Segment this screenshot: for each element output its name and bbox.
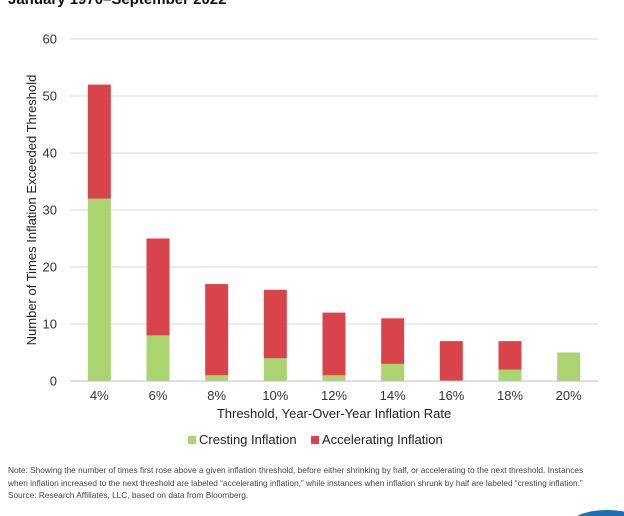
x-tick-label: 16% <box>438 388 464 403</box>
bar-segment-accelerating-inflation <box>439 341 463 381</box>
legend-swatch-cresting-inflation <box>188 436 196 444</box>
x-tick-label: 10% <box>262 388 288 403</box>
bar-segment-cresting-inflation <box>146 335 170 381</box>
y-tick-label: 30 <box>43 203 57 218</box>
legend-swatch-accelerating-inflation <box>311 436 319 444</box>
bar-segment-cresting-inflation <box>263 358 287 381</box>
x-tick-label: 8% <box>207 388 226 403</box>
bar-segment-accelerating-inflation <box>87 84 111 199</box>
x-tick-label: 18% <box>497 388 523 403</box>
logo-mark <box>568 506 624 516</box>
x-tick-label: 12% <box>321 388 347 403</box>
bar-segment-cresting-inflation <box>205 375 229 381</box>
bar-segment-cresting-inflation <box>498 369 522 381</box>
y-tick-label: 0 <box>50 374 57 389</box>
legend-label-accelerating-inflation: Accelerating Inflation <box>322 432 443 447</box>
note-line-1: Note: Showing the number of times first … <box>8 465 584 475</box>
legend-label-cresting-inflation: Cresting Inflation <box>199 432 297 447</box>
bars <box>87 84 581 381</box>
note-line-2: when inflation increased to the next thr… <box>8 477 583 488</box>
y-tick-labels: 0 10 20 30 40 50 60 <box>43 32 57 389</box>
stacked-bar-chart: 0 10 20 30 40 50 60 4% 6% 8% 10% 12% 14% 16% 18% 20% T… <box>24 32 598 447</box>
bar-segment-accelerating-inflation <box>263 289 287 359</box>
y-tick-label: 10 <box>43 317 57 332</box>
gridlines <box>70 38 598 325</box>
bar-segment-cresting-inflation <box>87 198 111 381</box>
x-tick-label: 20% <box>556 388 582 403</box>
x-axis-title: Threshold, Year-Over-Year Inflation Rate <box>217 406 451 421</box>
bar-segment-cresting-inflation <box>557 352 581 381</box>
source-line: Source: Research Affiliates, LLC, based … <box>8 490 249 500</box>
bar-segment-cresting-inflation <box>381 363 405 381</box>
x-tick-label: 14% <box>380 388 406 403</box>
x-tick-label: 6% <box>149 388 168 403</box>
x-tick-label: 4% <box>90 388 109 403</box>
y-tick-label: 40 <box>43 146 57 161</box>
chart-notes: Note: Showing the number of times first … <box>8 464 620 502</box>
bar-segment-cresting-inflation <box>322 375 346 381</box>
bar-segment-accelerating-inflation <box>498 341 522 370</box>
legend: Cresting Inflation Accelerating Inflatio… <box>188 432 443 447</box>
bar-segment-accelerating-inflation <box>146 238 170 336</box>
bar-segment-accelerating-inflation <box>381 318 405 364</box>
y-axis-title: Number of Times Inflation Exceeded Thres… <box>24 75 39 346</box>
chart-subtitle: January 1970–September 2022 <box>8 0 226 8</box>
x-tick-labels: 4% 6% 8% 10% 12% 14% 16% 18% 20% <box>90 388 582 403</box>
y-tick-label: 50 <box>43 89 57 104</box>
bar-segment-accelerating-inflation <box>205 284 229 376</box>
bar-segment-accelerating-inflation <box>322 312 346 376</box>
logo-swoosh-icon <box>572 510 624 516</box>
y-tick-label: 20 <box>43 260 57 275</box>
y-tick-label: 60 <box>43 32 57 47</box>
